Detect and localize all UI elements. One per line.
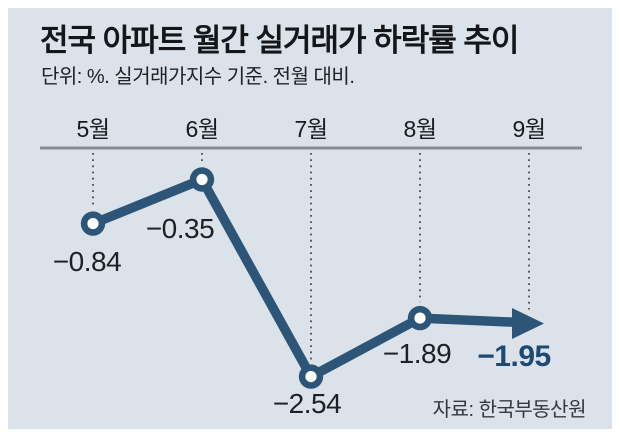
month-label-september: 9월 bbox=[512, 116, 546, 142]
value-label-july: −2.54 bbox=[272, 388, 342, 419]
value-label-may: −0.84 bbox=[52, 246, 122, 277]
source-label: 자료: 한국부동산원 bbox=[432, 399, 587, 421]
value-label-september: −1.95 bbox=[477, 340, 551, 373]
month-label-may: 5월 bbox=[76, 116, 110, 142]
chart-unit-note: 단위: %. 실거래가지수 기준. 전월 대비. bbox=[41, 66, 355, 88]
value-label-june: −0.35 bbox=[145, 213, 215, 244]
month-label-august: 8월 bbox=[403, 116, 437, 142]
month-label-july: 7월 bbox=[294, 116, 328, 142]
month-label-june: 6월 bbox=[185, 116, 219, 142]
chart-title: 전국 아파트 월간 실거래가 하락률 추이 bbox=[40, 23, 519, 58]
value-label-august: −1.89 bbox=[382, 338, 452, 369]
